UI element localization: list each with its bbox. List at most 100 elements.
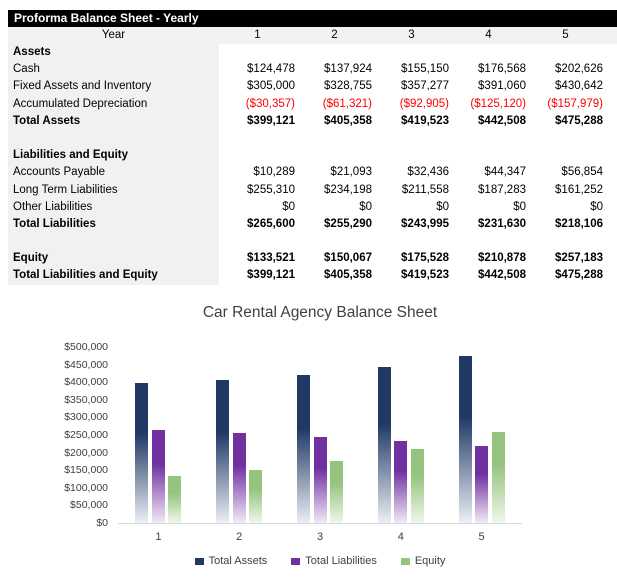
legend-swatch (194, 557, 204, 565)
bar-total-assets-year-3 (297, 375, 310, 523)
table-cell (219, 147, 296, 164)
table-cell: $257,183 (555, 252, 603, 265)
y-axis-tick-label: $300,000 (64, 411, 108, 424)
table-cell: $0 (359, 200, 372, 213)
y-axis-tick-label: $250,000 (64, 429, 108, 441)
row-label: Accounts Payable (8, 164, 219, 182)
table-cell (373, 130, 450, 147)
table-cell (527, 44, 604, 61)
table-cell (527, 147, 604, 164)
table-cell (450, 147, 527, 164)
table-row: Liabilities and Equity (8, 147, 617, 165)
table-cell: $218,106 (555, 217, 603, 230)
table-cell: $357,277 (401, 80, 449, 93)
bar-total-liabilities-year-1 (151, 429, 165, 523)
table-cell: $10,289 (253, 166, 295, 179)
table-cell: ($92,905) (399, 97, 449, 110)
x-axis-label-4: 4 (397, 531, 404, 543)
table-cell: $56,854 (561, 166, 603, 179)
table-cell (219, 233, 296, 250)
legend-label: Total Assets (208, 555, 268, 567)
table-cell: $243,995 (401, 217, 449, 230)
table-cell: $32,436 (407, 166, 449, 179)
table-cell (373, 147, 450, 164)
table-cell: $231,630 (478, 217, 526, 230)
y-axis-tick-label: $400,000 (64, 376, 108, 389)
x-axis-label-5: 5 (478, 531, 485, 543)
y-axis-tick-label: $200,000 (64, 446, 108, 459)
table-cell: $234,198 (324, 183, 372, 196)
table-cell: $405,358 (324, 269, 372, 282)
y-axis-tick-label: $150,000 (64, 464, 108, 477)
table-cell: $137,924 (324, 63, 372, 76)
row-label: Equity (8, 250, 219, 268)
table-row: Other Liabilities $0 $0 $0 $0 $0 (8, 198, 617, 216)
bar-total-liabilities-year-5 (475, 446, 489, 523)
table-cell: ($30,357) (245, 97, 295, 110)
table-row: Total Liabilities $265,600 $255,290 $243,99… (8, 215, 617, 234)
row-label (8, 233, 219, 251)
table-cell: $430,642 (555, 80, 603, 93)
row-label: Liabilities and Equity (8, 147, 219, 165)
table-cell: $21,093 (330, 166, 372, 179)
y-axis-tick-label: $450,000 (64, 358, 108, 371)
table-row: Total Liabilities and Equity $399,121 $405… (8, 267, 617, 285)
x-axis-line (118, 523, 522, 524)
table-row: Accounts Payable $10,289 $21,093 $32,436 $44… (8, 164, 617, 182)
table-cell: $328,755 (324, 80, 372, 93)
x-axis-label-1: 1 (155, 531, 162, 543)
bar-total-assets-year-1 (135, 382, 149, 523)
table-spacer-row (8, 129, 617, 148)
table-cell (296, 233, 373, 250)
table-cell: $305,000 (247, 80, 295, 93)
row-label (8, 129, 219, 148)
bar-total-liabilities-year-2 (232, 433, 246, 523)
row-label: Other Liabilities (8, 198, 219, 216)
chart-title: Car Rental Agency Balance Sheet (202, 304, 438, 321)
table-cell (450, 233, 527, 250)
x-axis-label-2: 2 (236, 531, 243, 543)
legend-item-total-liabilities: Total Liabilities (291, 555, 377, 567)
legend-item-total-assets: Total Assets (194, 555, 268, 567)
bar-total-assets-year-4 (377, 367, 391, 523)
y-axis-tick-label: $0 (96, 517, 108, 529)
table-cell (296, 130, 373, 147)
row-label: Total Assets (8, 112, 219, 130)
table-body: Assets Cash $124,478 $137,924 $155,150 $176,5… (8, 44, 617, 285)
bar-equity-year-5 (491, 432, 505, 523)
table-cell: $202,626 (555, 63, 603, 76)
table-cell (450, 44, 527, 61)
table-cell: $210,878 (478, 252, 526, 265)
table-cell: $265,600 (247, 217, 295, 230)
year-header-label: Year (101, 29, 126, 41)
table-cell: $133,521 (247, 252, 295, 265)
table-cell: $161,252 (555, 183, 603, 196)
table-cell: $150,067 (324, 252, 372, 265)
table-row: Accumulated Depreciation ($30,357) ($61,32… (8, 95, 617, 113)
year-column-3: 3 (408, 29, 415, 41)
table-cell: $442,508 (478, 114, 526, 127)
table-row: Equity $133,521 $150,067 $175,528 $210,878 $2… (8, 250, 617, 268)
table-cell: $0 (282, 200, 295, 213)
table-row: Cash $124,478 $137,924 $155,150 $176,568 $202… (8, 61, 617, 79)
table-cell: $391,060 (478, 80, 526, 93)
table-cell: $255,310 (247, 183, 295, 196)
table-cell: $405,358 (324, 114, 372, 127)
row-label: Long Term Liabilities (8, 181, 219, 199)
year-column-4: 4 (485, 29, 492, 41)
table-cell (527, 130, 604, 147)
table-cell: $187,283 (478, 183, 526, 196)
year-column-1: 1 (254, 29, 261, 41)
y-axis-tick-label: $500,000 (64, 341, 108, 353)
bar-total-assets-year-2 (216, 380, 230, 523)
table-cell: $419,523 (401, 114, 449, 127)
table-row: Fixed Assets and Inventory $305,000 $328,7… (8, 78, 617, 96)
bar-equity-year-2 (249, 470, 263, 523)
table-cell: $175,528 (401, 252, 449, 265)
table-cell (373, 233, 450, 250)
table-cell: $0 (513, 200, 526, 213)
bar-total-liabilities-year-4 (394, 441, 408, 523)
table-cell (373, 44, 450, 61)
y-axis-tick-label: $50,000 (70, 499, 108, 512)
